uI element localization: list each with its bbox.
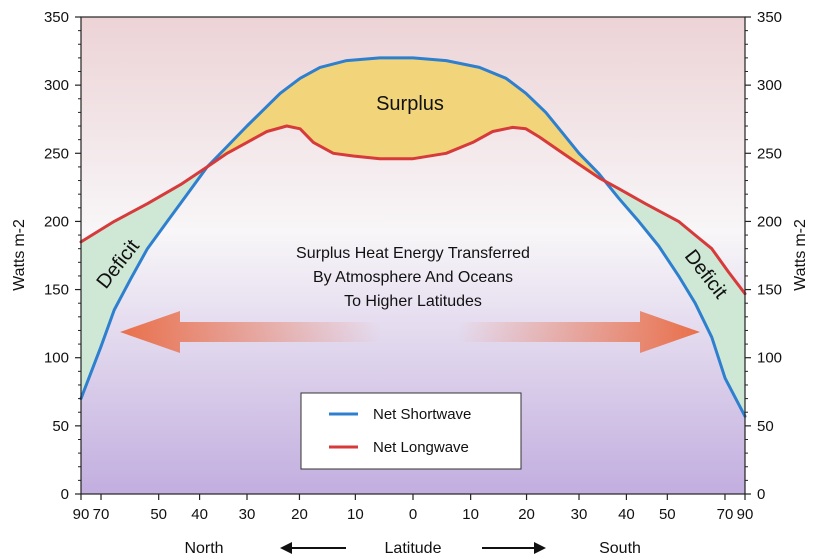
deficit-region-1 [605, 181, 745, 417]
x-tick-label: 90 [737, 506, 754, 523]
series-line-net-shortwave [79, 56, 747, 418]
y-tick-label-right: 200 [757, 213, 782, 230]
x-tick-label: 30 [239, 506, 256, 523]
direction-arrow-left [280, 542, 346, 554]
surplus-label: Surplus [376, 93, 444, 115]
x-tick-label: 30 [571, 506, 588, 523]
direction-arrow-right [482, 542, 546, 554]
transfer-line-1: Surplus Heat Energy Transferred [296, 245, 530, 262]
y-axis-right: 0 50 100 150 200 250 300 350 [745, 9, 782, 503]
y-axis-title-left-main: Watts [11, 251, 28, 291]
legend-label-longwave: Net Longwave [373, 439, 469, 456]
y-tick-label-left: 250 [44, 145, 69, 162]
y-tick-label-right: 250 [757, 145, 782, 162]
y-tick-label-right: 350 [757, 9, 782, 26]
y-tick-label-left: 100 [44, 350, 69, 367]
y-tick-label-left: 350 [44, 9, 69, 26]
legend: Net Shortwave Net Longwave [300, 392, 522, 470]
y-tick-label-right: 50 [757, 418, 774, 435]
y-tick-label-right: 0 [757, 486, 765, 503]
x-tick-label: 50 [150, 506, 167, 523]
x-tick-label: 20 [291, 506, 308, 523]
x-axis-north-label: North [184, 540, 223, 557]
y-tick-label-right: 100 [757, 350, 782, 367]
transfer-arrows [120, 311, 700, 353]
series-line-net-longwave [79, 124, 747, 296]
transfer-annotation: Surplus Heat Energy Transferred By Atmos… [296, 245, 530, 310]
y-axis-left: 0 50 100 150 200 250 300 350 [44, 9, 81, 503]
arrow-right [458, 311, 700, 353]
y-tick-label-right: 300 [757, 77, 782, 94]
x-tick-label: 70 [717, 506, 734, 523]
transfer-line-3: To Higher Latitudes [344, 293, 482, 310]
x-tick-label: 20 [518, 506, 535, 523]
x-tick-label: 40 [618, 506, 635, 523]
x-tick-label: 40 [191, 506, 208, 523]
x-axis: 90 70 50 40 30 20 10 0 10 20 30 40 50 70 90 [73, 494, 754, 523]
y-axis-title-left-unit: m-2 [11, 219, 28, 247]
y-axis-title-right-unit: m-2 [792, 219, 809, 247]
y-tick-label-left: 0 [61, 486, 69, 503]
y-tick-label-left: 200 [44, 213, 69, 230]
y-axis-title-right: Watts m-2 [792, 219, 809, 291]
y-tick-label-right: 150 [757, 282, 782, 299]
surplus-region [207, 57, 604, 181]
transfer-line-2: By Atmosphere And Oceans [313, 269, 513, 286]
y-tick-label-left: 50 [52, 418, 69, 435]
deficit-region-0 [81, 168, 206, 399]
fill-regions [81, 57, 745, 417]
legend-label-shortwave: Net Shortwave [373, 406, 471, 423]
arrow-left [120, 311, 380, 353]
x-axis-title: Latitude [385, 540, 442, 557]
legend-box [300, 392, 522, 470]
x-tick-label: 10 [462, 506, 479, 523]
series-lines [79, 56, 747, 418]
y-tick-label-left: 300 [44, 77, 69, 94]
y-axis-title-left: Watts m-2 [11, 219, 28, 291]
x-tick-label: 0 [409, 506, 417, 523]
x-tick-label: 50 [659, 506, 676, 523]
y-tick-label-left: 150 [44, 282, 69, 299]
x-tick-label: 10 [347, 506, 364, 523]
x-tick-label: 90 [73, 506, 90, 523]
y-axis-title-right-main: Watts [792, 251, 809, 291]
x-tick-label: 70 [93, 506, 110, 523]
x-axis-south-label: South [599, 540, 641, 557]
